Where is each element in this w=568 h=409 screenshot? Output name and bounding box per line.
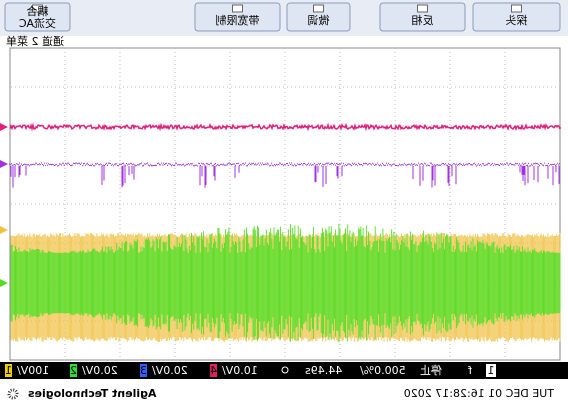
button-top: 耦合 — [27, 4, 49, 18]
channel-scale: 20.0V/ — [82, 364, 118, 377]
menu-button[interactable] — [194, 2, 281, 32]
trigger: f — [467, 364, 472, 377]
ground-marker — [0, 226, 8, 234]
channel-num: 2 — [70, 364, 77, 377]
channel-scale: 100V/ — [17, 364, 50, 377]
channel-badge — [5, 364, 12, 377]
channel-num: 3 — [140, 364, 147, 377]
ground-marker — [0, 279, 8, 287]
button-indicator — [313, 4, 324, 13]
status: 1 100V/2 20.0V/3 20.0V/4 10.0V/44.49s 500.0%/… — [5, 363, 496, 377]
menu-title: 通道 2 菜单 — [6, 34, 64, 48]
ground-marker — [0, 160, 8, 168]
button-indicator — [32, 4, 43, 13]
button-label: 交流AC — [19, 16, 56, 30]
run-state: 停止 — [420, 363, 442, 377]
button-label: 探头 — [506, 14, 528, 27]
button-label: 微调 — [308, 13, 330, 27]
channel-badge — [70, 364, 77, 377]
menu-button[interactable] — [472, 2, 561, 32]
trigger-box — [486, 364, 496, 377]
acq-icon — [281, 366, 289, 374]
trigger-source: 1 — [488, 364, 495, 377]
button-indicator — [232, 4, 243, 13]
button-indicator — [511, 4, 522, 13]
logo — [7, 388, 19, 400]
channel-scale: 20.0V/ — [152, 364, 188, 377]
menu-button[interactable] — [286, 2, 351, 32]
timebase: 500.0%/ — [360, 364, 406, 377]
date: TUE DEC 01 16:28:17 2020 — [404, 387, 555, 400]
ground-marker — [0, 123, 8, 131]
button-label: 反相 — [412, 14, 434, 27]
menu-button[interactable] — [4, 2, 71, 32]
button-indicator — [417, 4, 428, 13]
channel-badge — [140, 364, 147, 377]
menu-button[interactable] — [379, 2, 466, 32]
ch2-trace — [10, 223, 561, 343]
channel-badge — [210, 364, 217, 377]
time: 44.49s — [305, 364, 342, 377]
waveforms — [0, 122, 561, 343]
channel-num: 4 — [210, 364, 217, 377]
ch3-trace — [9, 122, 561, 132]
channel-num: 1 — [5, 364, 12, 377]
brand: Agilent Technologies — [28, 387, 157, 400]
button-label: 带宽限制 — [216, 13, 260, 27]
ch4-trace — [9, 162, 560, 188]
channel-scale: 10.0V/ — [222, 364, 258, 377]
